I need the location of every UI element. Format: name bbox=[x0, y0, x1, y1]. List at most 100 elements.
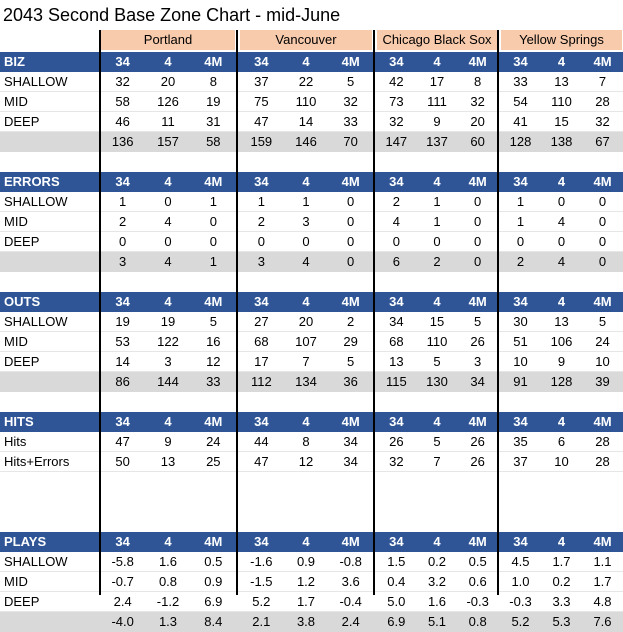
total-cell: 134 bbox=[295, 374, 317, 389]
data-cell: 0 bbox=[164, 194, 172, 209]
column-header: 4 bbox=[164, 414, 172, 429]
total-cell: 34 bbox=[470, 374, 485, 389]
data-cell: 7 bbox=[433, 454, 441, 469]
column-header: 4M bbox=[204, 534, 223, 549]
column-header: 4M bbox=[341, 54, 360, 69]
column-header: 34 bbox=[115, 414, 130, 429]
data-cell: 1 bbox=[257, 194, 265, 209]
data-cell: 0 bbox=[257, 234, 265, 249]
data-cell: 2 bbox=[119, 214, 127, 229]
data-cell: 1.7 bbox=[593, 574, 612, 589]
column-header: 34 bbox=[254, 294, 269, 309]
data-cell: 17 bbox=[254, 354, 269, 369]
data-cell: 33 bbox=[343, 114, 358, 129]
column-header: 4M bbox=[204, 294, 223, 309]
column-header: 4M bbox=[341, 534, 360, 549]
data-cell: 0 bbox=[557, 234, 566, 249]
section-name: ERRORS bbox=[4, 174, 60, 189]
column-header: 4M bbox=[593, 54, 612, 69]
data-cell: 16 bbox=[206, 334, 221, 349]
data-cell: 4.5 bbox=[511, 554, 530, 569]
total-cell: 8.4 bbox=[204, 614, 223, 629]
data-cell: 27 bbox=[254, 314, 269, 329]
column-header: 34 bbox=[389, 174, 404, 189]
column-header: 4 bbox=[433, 294, 441, 309]
column-header: 34 bbox=[115, 54, 130, 69]
totals-row: 136 157 58 159 146 70 147 137 60 128 138 67 bbox=[0, 132, 623, 152]
data-cell: 47 bbox=[115, 434, 130, 449]
row-label: DEEP bbox=[4, 354, 40, 369]
total-cell: 128 bbox=[509, 134, 532, 149]
total-cell: 36 bbox=[343, 374, 358, 389]
column-header: 4 bbox=[302, 54, 310, 69]
data-cell: 7 bbox=[302, 354, 310, 369]
data-cell: 8 bbox=[302, 434, 310, 449]
data-cell: 0 bbox=[209, 234, 217, 249]
data-cell: -0.7 bbox=[111, 574, 134, 589]
row-label: SHALLOW bbox=[4, 74, 68, 89]
column-header: 34 bbox=[115, 174, 130, 189]
section-header: PLAYS 34 4 4M 34 4 4M 34 4 4M 34 4 4M bbox=[0, 532, 623, 552]
total-cell: 4 bbox=[164, 254, 172, 269]
total-cell: 0 bbox=[474, 254, 482, 269]
data-cell: 9 bbox=[557, 354, 566, 369]
section-header: BIZ 34 4 4M 34 4 4M 34 4 4M 34 4 4M bbox=[0, 52, 623, 72]
total-cell: 6.9 bbox=[387, 614, 406, 629]
data-cell: 1.7 bbox=[296, 594, 316, 609]
data-cell: 107 bbox=[295, 334, 317, 349]
data-cell: 110 bbox=[426, 334, 448, 349]
data-cell: 0 bbox=[347, 194, 355, 209]
data-cell: 126 bbox=[157, 94, 179, 109]
data-cell: 11 bbox=[161, 114, 175, 129]
data-cell: 26 bbox=[470, 434, 485, 449]
row-label: SHALLOW bbox=[4, 194, 68, 209]
column-header: 34 bbox=[115, 294, 130, 309]
data-cell: 13 bbox=[389, 354, 404, 369]
column-header: 4 bbox=[164, 294, 172, 309]
total-cell: 3 bbox=[257, 254, 265, 269]
data-cell: 3.6 bbox=[341, 574, 360, 589]
total-cell: 4 bbox=[557, 254, 566, 269]
column-header: 4M bbox=[593, 174, 612, 189]
total-cell: 138 bbox=[550, 134, 573, 149]
group-divider bbox=[236, 30, 238, 595]
data-cell: 0.5 bbox=[468, 554, 487, 569]
data-cell: -1.6 bbox=[250, 554, 273, 569]
data-cell: 26 bbox=[389, 434, 404, 449]
data-cell: 0 bbox=[164, 234, 172, 249]
total-cell: 136 bbox=[111, 134, 134, 149]
column-header: 4 bbox=[433, 174, 441, 189]
team-header: Portland bbox=[101, 30, 235, 50]
data-cell: 0 bbox=[119, 234, 127, 249]
total-cell: 130 bbox=[426, 374, 448, 389]
data-cell: 73 bbox=[389, 94, 404, 109]
column-header: 4M bbox=[204, 414, 223, 429]
data-cell: 15 bbox=[554, 114, 569, 129]
row-label: MID bbox=[4, 334, 28, 349]
data-cell: 20 bbox=[298, 314, 314, 329]
total-cell: 128 bbox=[550, 374, 573, 389]
data-cell: 1 bbox=[433, 194, 441, 209]
column-header: 4 bbox=[433, 414, 441, 429]
column-header: 4M bbox=[468, 534, 487, 549]
total-cell: 67 bbox=[595, 134, 610, 149]
data-cell: 44 bbox=[254, 434, 269, 449]
data-cell: 24 bbox=[206, 434, 221, 449]
total-cell: 58 bbox=[206, 134, 221, 149]
data-cell: 0 bbox=[598, 234, 607, 249]
data-cell: 0 bbox=[392, 234, 400, 249]
data-cell: 22 bbox=[298, 74, 314, 89]
total-cell: 7.6 bbox=[593, 614, 612, 629]
data-cell: 46 bbox=[115, 114, 130, 129]
data-cell: 1 bbox=[302, 194, 310, 209]
column-header: 4 bbox=[302, 534, 310, 549]
column-header: 4M bbox=[341, 174, 360, 189]
column-header: 4 bbox=[302, 174, 310, 189]
column-header: 4M bbox=[468, 294, 487, 309]
column-header: 4M bbox=[593, 294, 612, 309]
data-cell: 0 bbox=[516, 234, 525, 249]
data-cell: 19 bbox=[160, 314, 176, 329]
data-cell: 8 bbox=[474, 74, 482, 89]
data-cell: 3.3 bbox=[552, 594, 571, 609]
column-header: 4M bbox=[468, 174, 487, 189]
